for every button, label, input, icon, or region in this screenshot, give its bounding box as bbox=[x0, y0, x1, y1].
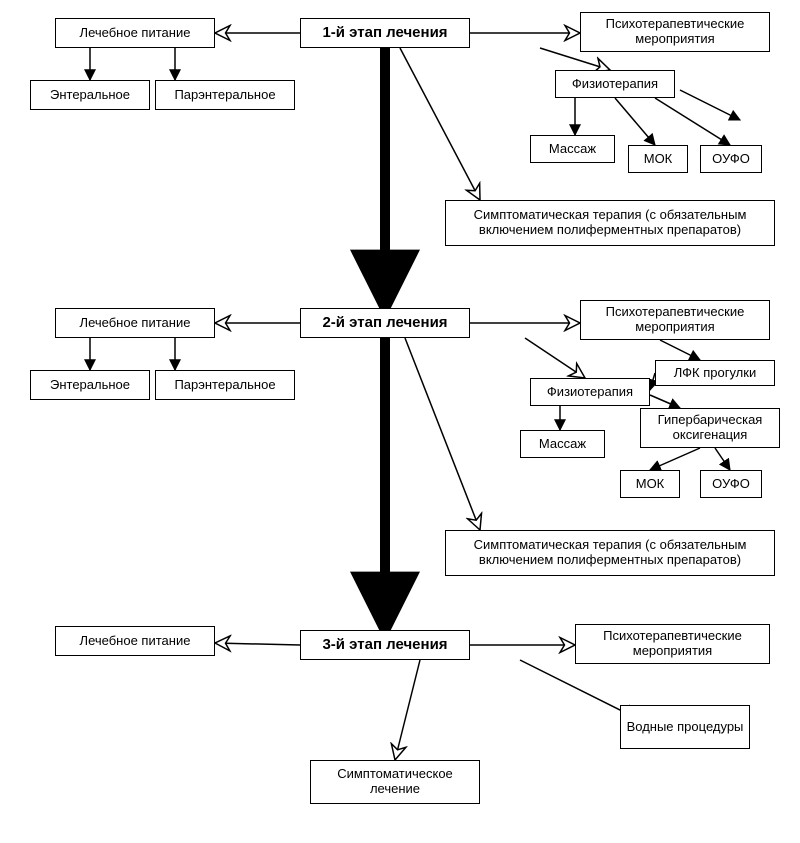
edge-20 bbox=[650, 448, 700, 470]
edge-7 bbox=[655, 98, 730, 145]
edge-22 bbox=[405, 338, 480, 530]
node-s1_leftDiet: Лечебное питание bbox=[55, 18, 215, 48]
node-s1_sympt: Симптоматическая терапия (с обязательным… bbox=[445, 200, 775, 246]
flowchart-canvas: 1-й этап лечения Лечебное питание Энтераль… bbox=[0, 0, 800, 843]
edge-8 bbox=[680, 90, 740, 120]
node-s1_oufo: ОУФО bbox=[700, 145, 762, 173]
edge-24 bbox=[215, 643, 300, 645]
node-s3_leftDiet: Лечебное питание bbox=[55, 626, 215, 656]
node-s3_psych: Психотерапевтические мероприятия bbox=[575, 624, 770, 664]
node-s3_water: Водные процедуры bbox=[620, 705, 750, 749]
edge-15 bbox=[525, 338, 585, 378]
node-s1_enteral: Энтеральное bbox=[30, 80, 150, 110]
node-s2_psych: Психотерапевтические мероприятия bbox=[580, 300, 770, 340]
node-s1_physio: Физиотерапия bbox=[555, 70, 675, 98]
node-s2_hyperb: Гипербарическая оксигенация bbox=[640, 408, 780, 448]
node-stage2: 2-й этап лечения bbox=[300, 308, 470, 338]
node-s1_parent: Парэнтеральное bbox=[155, 80, 295, 110]
edge-21 bbox=[715, 448, 730, 470]
node-s2_enteral: Энтеральное bbox=[30, 370, 150, 400]
node-s2_mok: МОК bbox=[620, 470, 680, 498]
edge-16 bbox=[660, 340, 700, 360]
node-s2_sympt: Симптоматическая терапия (с обязательным… bbox=[445, 530, 775, 576]
edge-26 bbox=[395, 660, 420, 760]
node-s1_mok: МОК bbox=[628, 145, 688, 173]
edge-9 bbox=[400, 48, 480, 200]
node-s2_oufo: ОУФО bbox=[700, 470, 762, 498]
node-s2_parent: Парэнтеральное bbox=[155, 370, 295, 400]
edge-6 bbox=[615, 98, 655, 145]
node-s1_massage: Массаж bbox=[530, 135, 615, 163]
node-stage1: 1-й этап лечения bbox=[300, 18, 470, 48]
node-s2_massage: Массаж bbox=[520, 430, 605, 458]
node-s2_physio: Физиотерапия bbox=[530, 378, 650, 406]
node-s1_psych: Психотерапевтические мероприятия bbox=[580, 12, 770, 52]
edge-17 bbox=[650, 395, 680, 408]
node-s2_lfk: ЛФК прогулки bbox=[655, 360, 775, 386]
node-s2_leftDiet: Лечебное питание bbox=[55, 308, 215, 338]
node-s3_sympt: Симптоматическое лечение bbox=[310, 760, 480, 804]
node-stage3: 3-й этап лечения bbox=[300, 630, 470, 660]
